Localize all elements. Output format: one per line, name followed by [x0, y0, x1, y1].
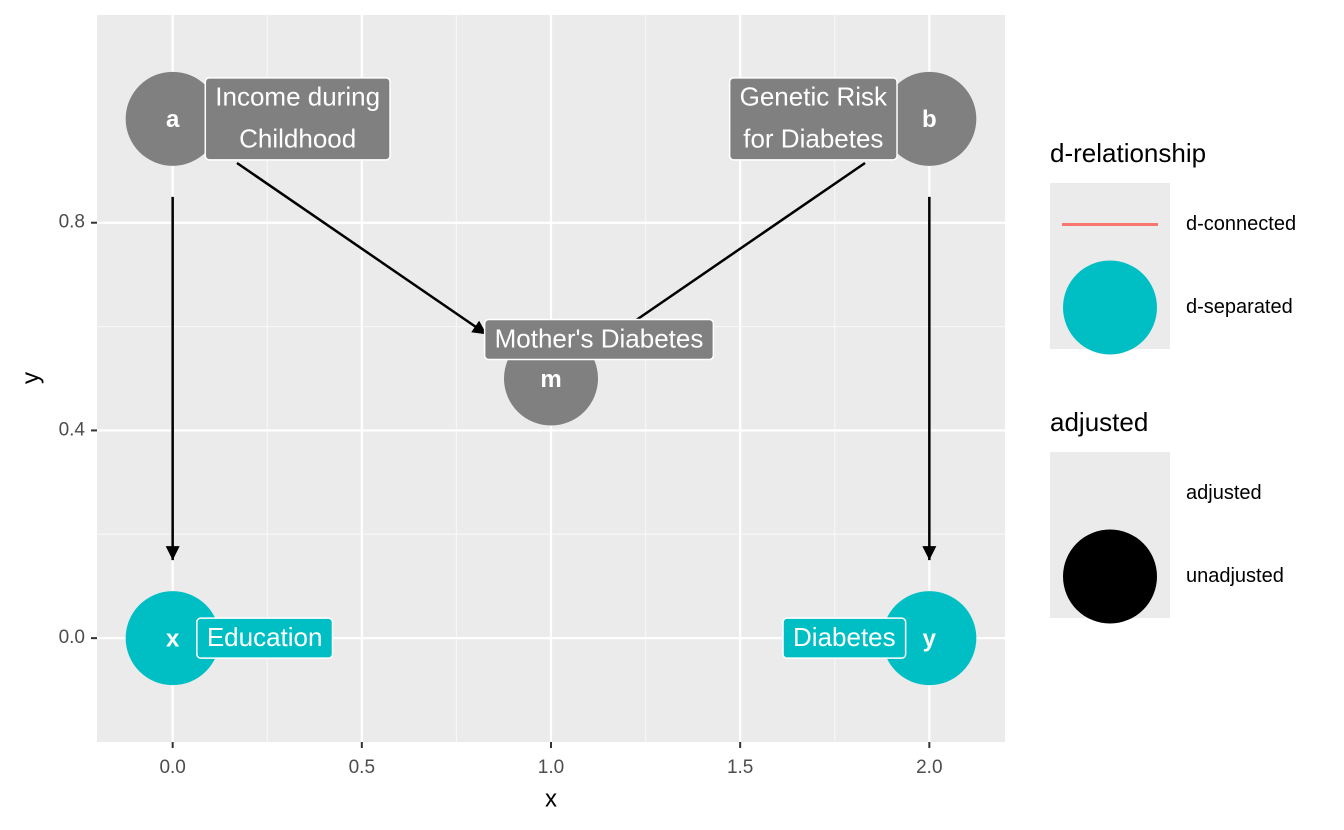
node-name: x: [166, 625, 180, 652]
legend-label: unadjusted: [1186, 565, 1284, 587]
node-label: Income during Childhood: [204, 77, 391, 161]
node: [882, 71, 977, 166]
node-label-box: [728, 77, 898, 161]
node-label-text: Childhood: [239, 124, 356, 154]
x-tick-label: 2.0: [916, 757, 942, 778]
node-label-box: [782, 617, 907, 659]
x-axis-title: x: [545, 785, 557, 812]
node-label-box: [483, 318, 715, 361]
node-label: Mother's Diabetes: [483, 318, 715, 361]
legend-label: adjusted: [1186, 482, 1262, 504]
node-label-text: Genetic Risk: [740, 82, 888, 112]
legend-title: adjusted: [1050, 407, 1148, 437]
legend-label: d-separated: [1186, 296, 1293, 318]
node-label-text: Education: [207, 622, 323, 652]
node-label-box: [196, 617, 334, 659]
x-tick-label: 0.0: [159, 757, 185, 778]
y-tick-label: 0.8: [59, 212, 85, 233]
node-name: b: [922, 106, 937, 133]
x-tick-label: 0.5: [349, 757, 375, 778]
y-tick-label: 0.0: [59, 627, 85, 648]
node: [125, 591, 220, 686]
legend: d-relationship d-connected d-separated adju…: [1050, 138, 1296, 624]
node-label-text: for Diabetes: [743, 124, 883, 154]
node-name: m: [540, 366, 561, 393]
node-label-text: Diabetes: [793, 622, 896, 652]
node-label-text: Income during: [215, 82, 380, 112]
node-label: Genetic Risk for Diabetes: [728, 77, 898, 161]
node: [125, 71, 220, 166]
node: [882, 591, 977, 686]
y-axis-title: y: [17, 372, 44, 384]
node-name: a: [166, 106, 180, 133]
node-label: Diabetes: [782, 617, 907, 659]
y-tick-label: 0.4: [59, 419, 86, 440]
legend-label: d-connected: [1186, 213, 1296, 235]
x-tick-label: 1.5: [727, 757, 753, 778]
edge: [614, 161, 866, 336]
legend-key-point: [1063, 529, 1157, 624]
x-tick-label: 1.0: [538, 757, 564, 778]
edge: [236, 161, 488, 336]
node-label: Education: [196, 617, 334, 659]
plot: a b m x y Income during Childhood Genetic Risk f…: [125, 71, 977, 686]
node-name: y: [923, 625, 937, 652]
node-label-text: Mother's Diabetes: [495, 323, 704, 353]
node-label-box: [204, 77, 391, 161]
legend-key-point: [1063, 260, 1157, 355]
legend-title: d-relationship: [1050, 138, 1206, 168]
